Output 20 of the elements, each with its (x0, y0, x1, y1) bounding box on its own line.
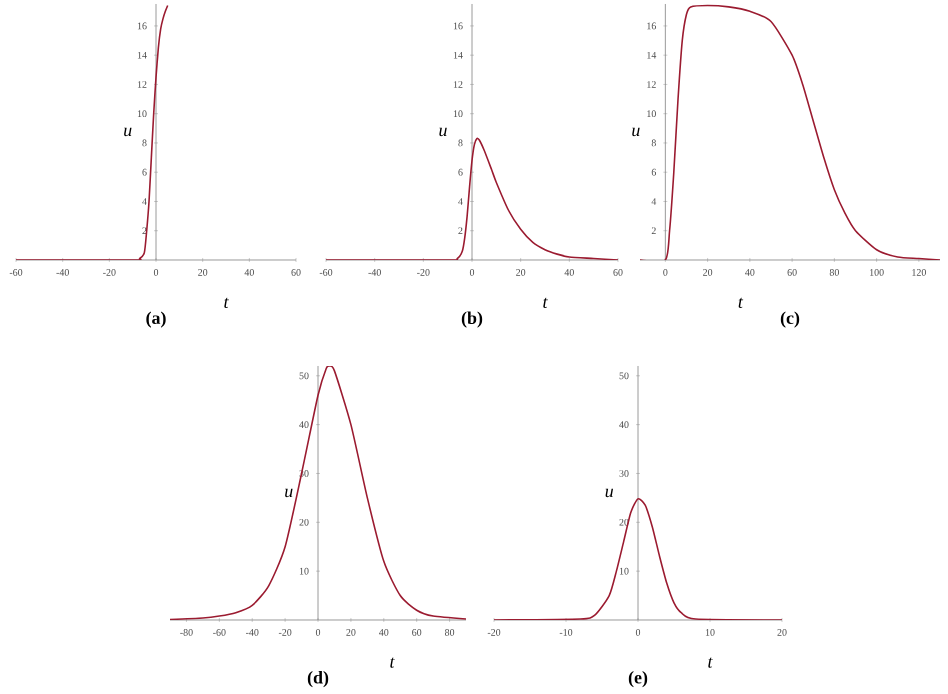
y-axis-title: u (285, 488, 293, 498)
line-series (326, 137, 618, 261)
x-axis-title: t (390, 657, 395, 668)
y-axis-title: u (605, 488, 614, 498)
x-axis-title: t (543, 297, 548, 309)
text: (c) (780, 311, 800, 328)
y-axis-title: u (124, 127, 132, 137)
y-axis-title: u (632, 127, 640, 137)
line-series (494, 498, 782, 621)
line-series (170, 366, 467, 621)
text: (e) (628, 671, 648, 688)
line-series (16, 4, 169, 261)
x-axis-title: t (738, 297, 744, 309)
x-axis-title: t (708, 657, 713, 668)
line-series (640, 4, 940, 261)
x-axis-title: t (224, 297, 229, 309)
text: (d) (307, 671, 329, 688)
y-axis-title: u (439, 127, 447, 137)
text: (b) (461, 311, 483, 328)
text: (a) (146, 311, 166, 328)
